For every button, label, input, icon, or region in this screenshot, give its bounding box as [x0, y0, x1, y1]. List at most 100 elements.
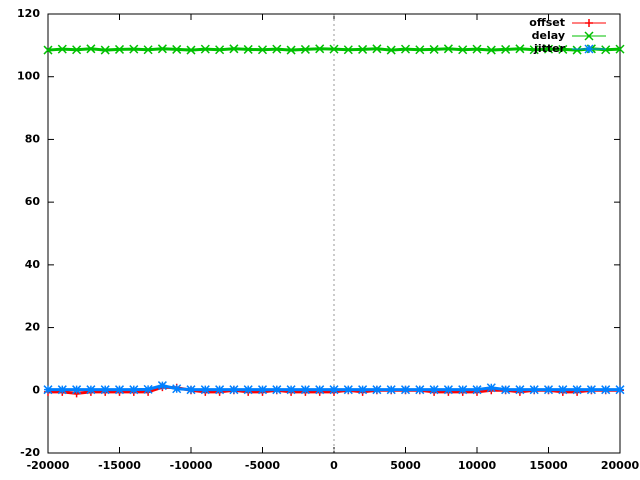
x-tick-label: 0: [330, 459, 338, 472]
point: [429, 385, 439, 395]
point: [529, 385, 539, 395]
point: [57, 44, 67, 54]
point: [443, 44, 453, 54]
point: [300, 385, 310, 395]
point: [257, 45, 268, 55]
point: [86, 44, 96, 54]
x-tick-label: -10000: [170, 459, 213, 472]
point: [229, 385, 239, 395]
point: [143, 45, 153, 55]
point: [501, 385, 511, 395]
x-tick-label: 15000: [529, 459, 568, 472]
point: [114, 385, 125, 395]
x-tick-label: 20000: [601, 459, 640, 472]
legend-label: offset: [529, 16, 565, 29]
point: [257, 385, 268, 395]
point: [100, 385, 110, 395]
point: [386, 385, 396, 395]
point: [486, 383, 496, 393]
point: [243, 44, 253, 54]
point: [57, 385, 67, 395]
point: [601, 45, 611, 55]
y-tick-label: 0: [32, 383, 40, 396]
legend-marker: [585, 19, 593, 27]
point: [543, 44, 554, 54]
point: [372, 44, 382, 54]
point: [458, 385, 468, 395]
point: [186, 385, 196, 395]
x-tick-label: -5000: [245, 459, 281, 472]
point: [72, 385, 82, 395]
y-tick-label: 120: [17, 7, 40, 20]
point: [186, 45, 196, 55]
y-tick-label: 20: [25, 321, 41, 334]
point: [172, 44, 182, 54]
point: [72, 45, 82, 55]
point: [129, 44, 139, 54]
point: [400, 44, 411, 54]
point: [200, 44, 210, 54]
plot-frame: [47, 13, 621, 454]
point: [43, 45, 53, 55]
point: [143, 384, 153, 394]
point: [329, 44, 339, 54]
point: [529, 45, 539, 55]
x-tick-label: 10000: [458, 459, 497, 472]
point: [458, 45, 468, 55]
point: [129, 385, 139, 395]
point: [472, 385, 482, 395]
point: [501, 44, 511, 54]
point: [100, 45, 110, 55]
point: [472, 44, 482, 54]
legend-label: delay: [532, 29, 565, 42]
point: [114, 44, 125, 54]
point: [229, 44, 239, 54]
point: [572, 385, 582, 395]
point: [286, 45, 296, 55]
point: [315, 385, 325, 395]
y-tick-label: 60: [25, 195, 41, 208]
legend-label: jitter: [533, 42, 566, 55]
point: [343, 385, 353, 395]
point: [200, 385, 210, 395]
point: [443, 385, 453, 395]
x-tick-label: 5000: [390, 459, 421, 472]
point: [86, 385, 96, 395]
legend-marker: [584, 44, 594, 54]
point: [572, 45, 582, 55]
y-tick-label: 80: [25, 132, 41, 145]
point: [372, 385, 382, 395]
point: [558, 385, 568, 395]
x-tick-label: -20000: [27, 459, 70, 472]
point: [415, 45, 425, 55]
point: [329, 385, 339, 395]
point: [415, 385, 425, 395]
legend-marker: [584, 31, 594, 41]
point: [272, 385, 282, 395]
point: [486, 45, 496, 55]
point: [615, 44, 625, 54]
point: [515, 44, 525, 54]
point: [386, 45, 396, 55]
point: [215, 45, 225, 55]
point: [400, 385, 411, 395]
point: [157, 381, 167, 391]
y-tick-label: -20: [20, 446, 40, 459]
point: [586, 385, 596, 395]
point: [272, 44, 282, 54]
point: [358, 385, 368, 395]
point: [601, 385, 611, 395]
point: [315, 44, 325, 54]
point: [157, 44, 167, 54]
point: [358, 44, 368, 54]
point: [300, 44, 310, 54]
y-tick-label: 100: [17, 70, 40, 83]
point: [43, 385, 53, 395]
point: [172, 384, 182, 394]
point: [558, 44, 568, 54]
point: [243, 385, 253, 395]
point: [543, 385, 554, 395]
y-tick-label: 40: [25, 258, 41, 271]
point: [286, 385, 296, 395]
